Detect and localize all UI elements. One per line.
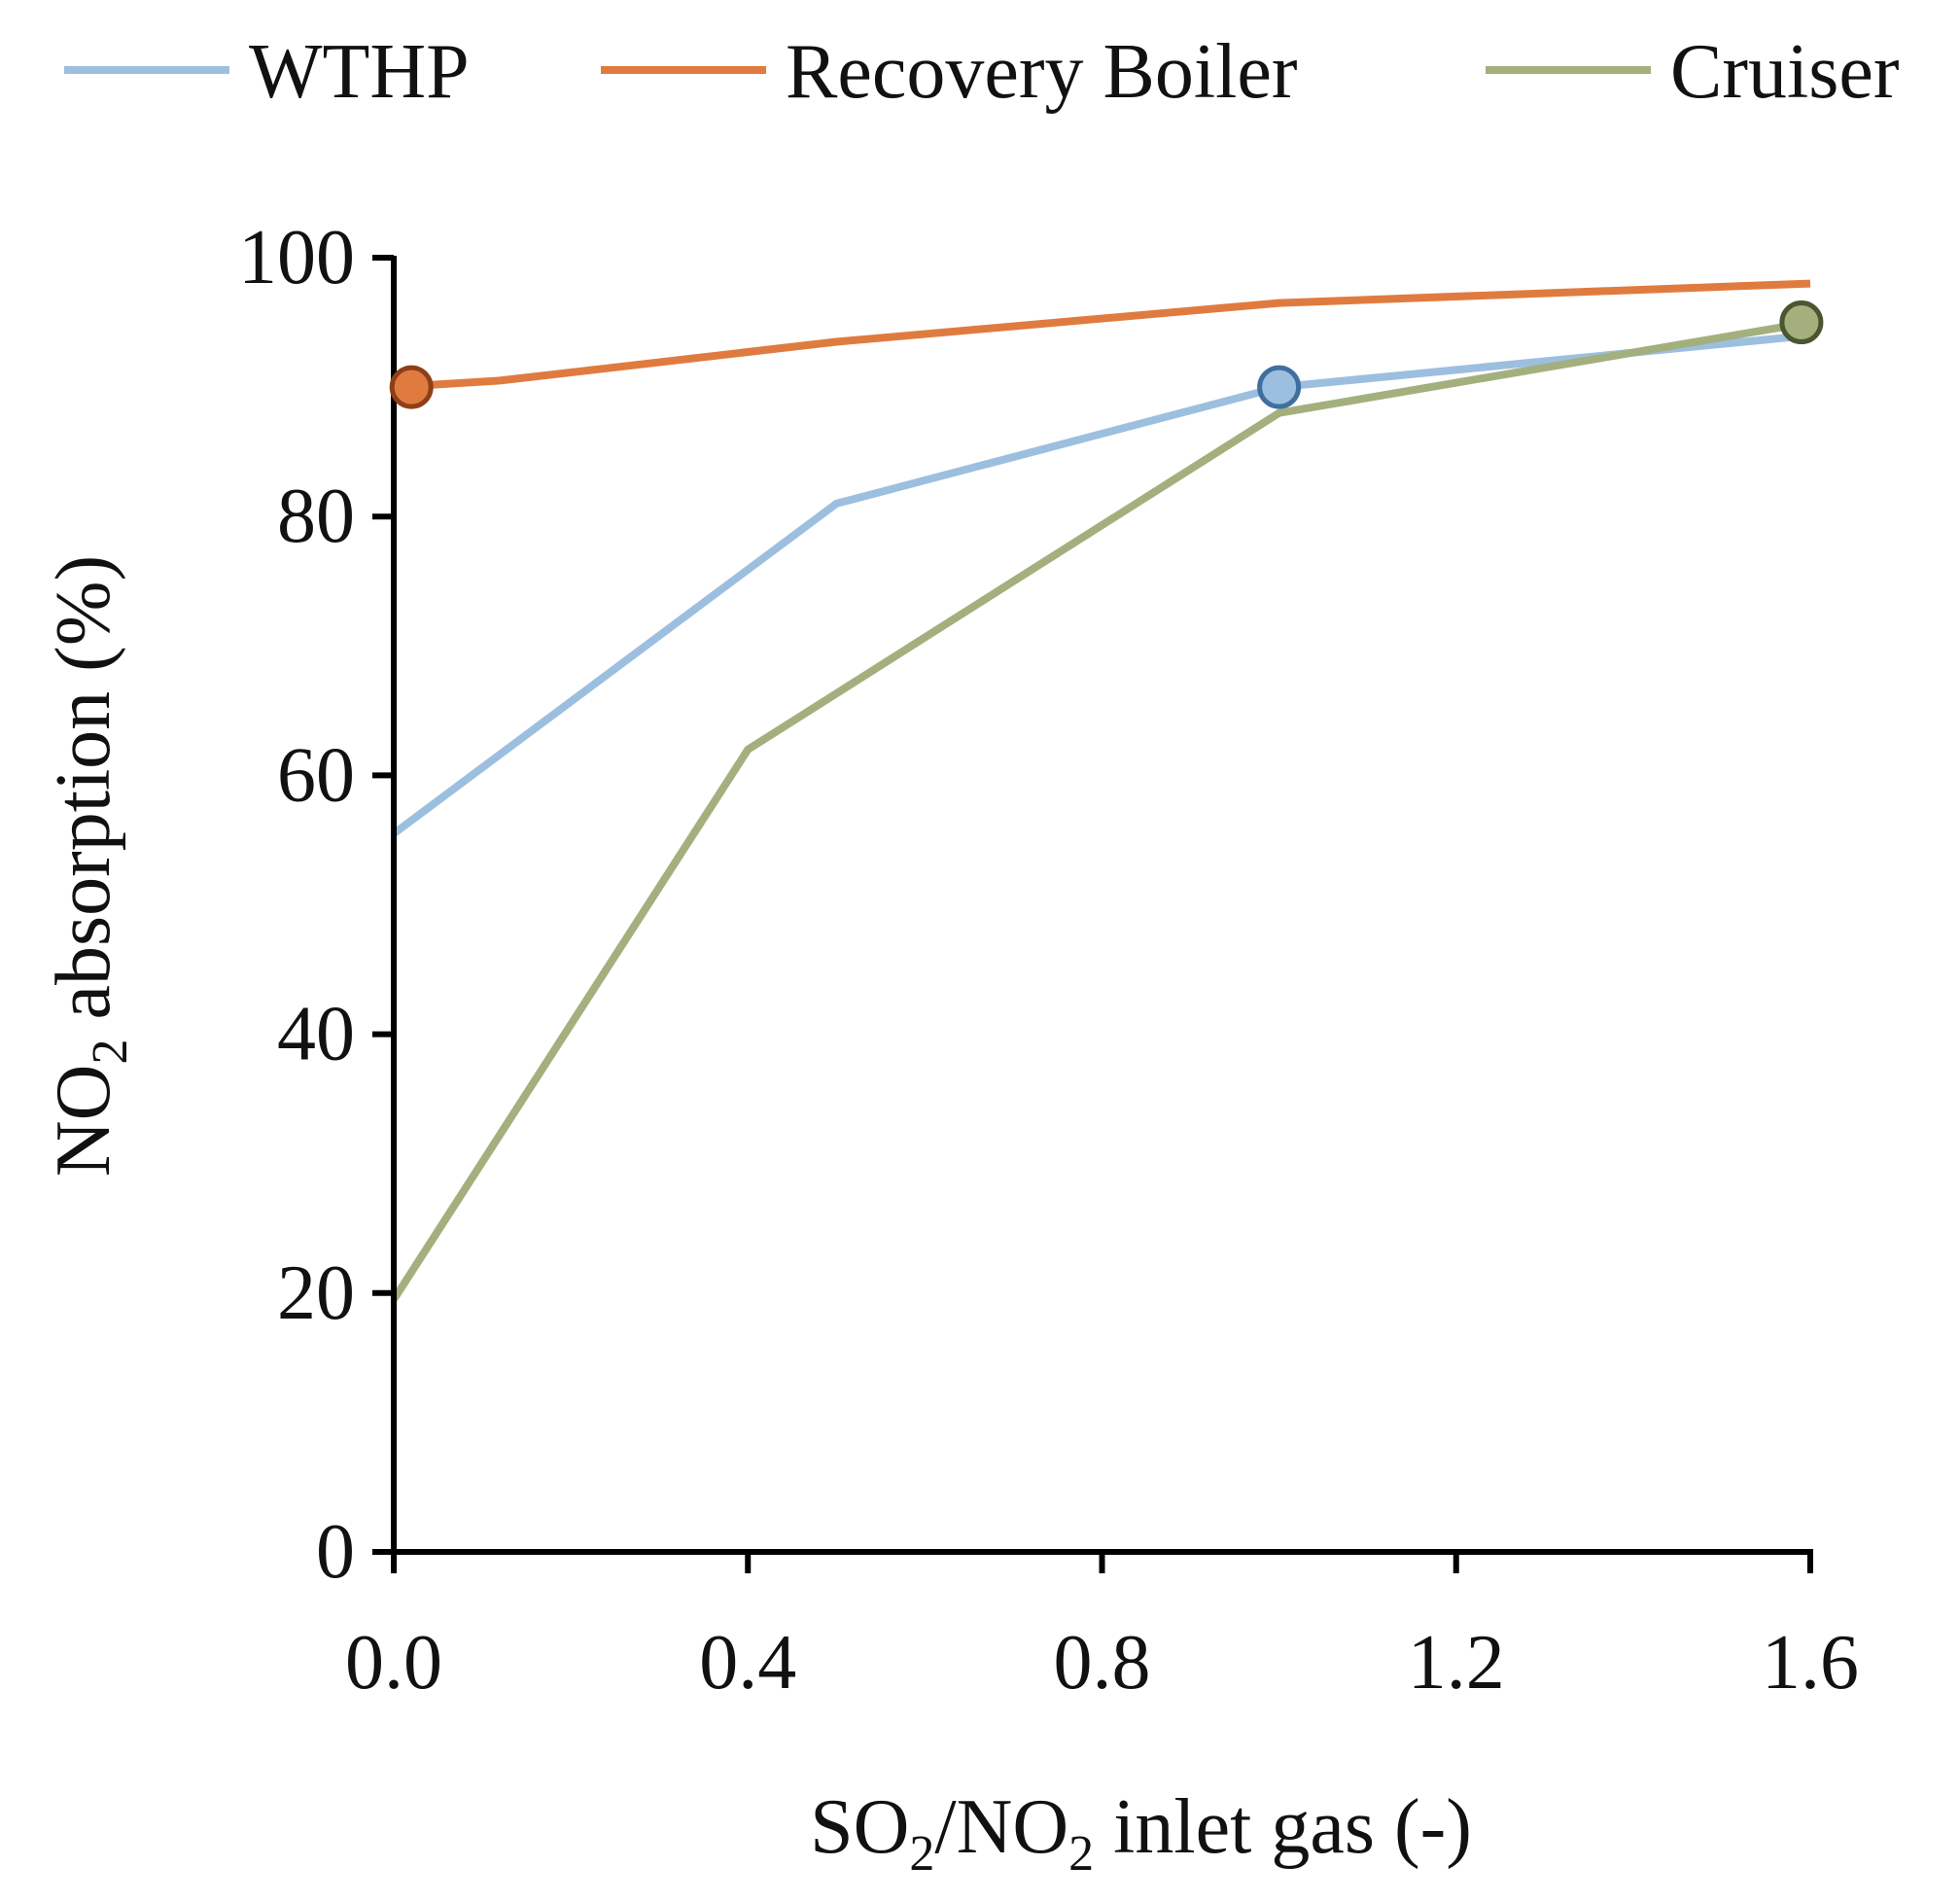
y-axis-title: NO2 absorption (%) xyxy=(41,555,138,1177)
data-point-marker xyxy=(389,365,434,409)
data-point-marker xyxy=(1257,365,1302,409)
y-tick-label: 0 xyxy=(316,1509,355,1595)
legend-label: WTHP xyxy=(249,29,470,115)
y-tick-label: 100 xyxy=(238,215,355,300)
x-axis-title-subscript: 2 xyxy=(909,1826,934,1882)
x-axis-title: SO2/NO2 inlet gas (-) xyxy=(810,1784,1472,1882)
y-axis-title-part: NO xyxy=(41,1065,126,1178)
y-tick-label: 20 xyxy=(277,1250,355,1336)
legend-label: Recovery Boiler xyxy=(786,29,1297,115)
x-tick-label: 1.2 xyxy=(1408,1620,1505,1706)
x-tick-label: 0.0 xyxy=(345,1620,442,1706)
x-axis-title-part: inlet gas (-) xyxy=(1094,1784,1472,1870)
y-tick-label: 80 xyxy=(277,474,355,559)
y-tick-label: 60 xyxy=(277,732,355,818)
data-point-marker xyxy=(1779,300,1824,345)
y-axis-title-subscript: 2 xyxy=(83,1039,138,1065)
x-tick-label: 0.4 xyxy=(699,1620,796,1706)
x-axis-title-part: SO xyxy=(810,1784,909,1870)
legend-label: Cruiser xyxy=(1670,29,1900,115)
series-line-recovery-boiler xyxy=(393,279,1811,392)
x-axis-title-subscript: 2 xyxy=(1068,1826,1094,1882)
x-tick-label: 0.8 xyxy=(1054,1620,1151,1706)
x-tick-label: 1.6 xyxy=(1762,1620,1859,1706)
series-line-wthp xyxy=(391,331,1811,837)
series-line-cruiser xyxy=(390,318,1811,1302)
y-tick-label: 40 xyxy=(277,992,355,1077)
x-axis-title-part: /NO xyxy=(934,1784,1068,1870)
y-axis-title-part: absorption (%) xyxy=(41,555,126,1039)
